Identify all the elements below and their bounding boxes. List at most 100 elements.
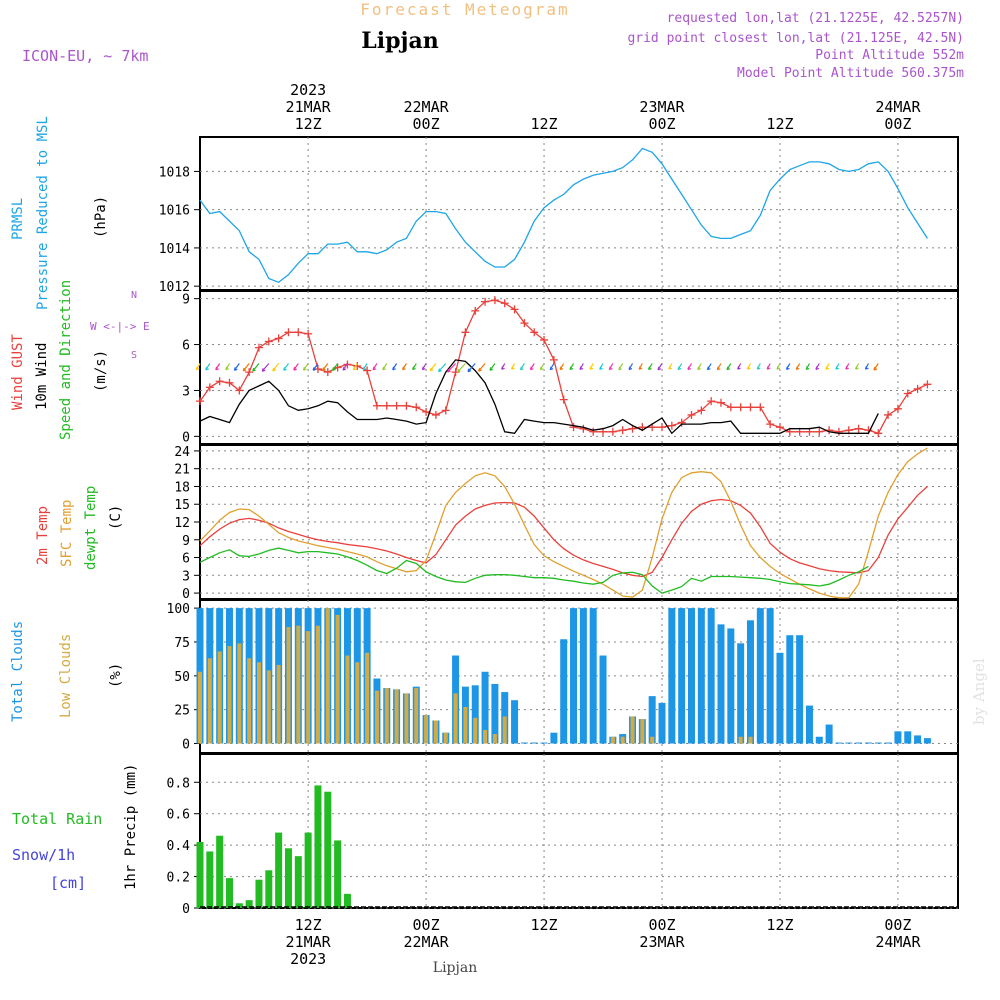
- wind-direction-arrow: [446, 363, 457, 373]
- low-cloud-bar: [424, 715, 429, 744]
- total-cloud-bar: [914, 735, 922, 744]
- y-tick-label: 50: [174, 670, 190, 685]
- total-cloud-bar: [471, 685, 479, 744]
- top-time-label: 22MAR: [404, 98, 450, 116]
- wind-direction-arrow: [785, 363, 791, 370]
- y-tick-label: 75: [174, 636, 190, 651]
- wind-direction-arrow: [467, 363, 476, 373]
- total-cloud-bar: [599, 655, 607, 744]
- gust-marker: [490, 296, 499, 305]
- top-time-label: 00Z: [648, 115, 675, 133]
- rain-bar: [235, 903, 243, 908]
- rain-bar: [334, 840, 342, 908]
- wind-rose-n: N: [131, 290, 137, 301]
- total-cloud-bar: [904, 731, 912, 744]
- wind-direction-arrow: [677, 363, 683, 371]
- wind-direction-arrow: [392, 363, 398, 371]
- rain-bar: [324, 791, 332, 908]
- wind-direction-arrow: [579, 363, 584, 371]
- y-tick-label: 25: [174, 704, 190, 719]
- snow-label: Snow/1h: [12, 846, 75, 864]
- credit-watermark: by Angel: [970, 658, 988, 725]
- gust-marker: [382, 401, 391, 410]
- gust-marker: [608, 427, 617, 436]
- wind-direction-arrow: [233, 363, 240, 371]
- bottom-time-label: 12Z: [295, 916, 322, 934]
- wind-direction-arrow: [510, 363, 516, 370]
- series-line-dewpt-temp: [199, 547, 869, 594]
- gust-marker: [736, 403, 745, 412]
- wind-direction-arrow: [402, 363, 407, 371]
- cm-label: [cm]: [50, 874, 86, 892]
- precip-panel: 0 0.2 0.4 0.6 0.8: [167, 753, 959, 917]
- model-name: ICON-EU, ~ 7km: [22, 47, 148, 65]
- wind-direction-arrow: [756, 363, 761, 370]
- low-cloud-bar: [640, 719, 645, 744]
- gust-marker: [903, 389, 912, 398]
- wind-direction-arrow: [795, 363, 801, 370]
- t2m-label: 2m Temp: [35, 506, 51, 565]
- gust-marker: [500, 299, 509, 308]
- wind-direction-arrow: [657, 363, 663, 371]
- point-altitude: Point Altitude 552m: [815, 48, 964, 63]
- low-cloud-bar: [620, 736, 625, 744]
- gust-marker: [775, 423, 784, 432]
- gust-marker: [559, 395, 568, 404]
- y-tick-label: 3: [182, 384, 190, 399]
- y-tick-label: 0.4: [167, 839, 191, 854]
- gust-marker: [274, 334, 283, 343]
- total-cloud-bar: [855, 742, 863, 744]
- wind-direction-arrow: [252, 363, 260, 372]
- gust-marker: [756, 403, 765, 412]
- wind-direction-arrow: [293, 363, 299, 371]
- low-cloud-bar: [650, 736, 655, 744]
- wind-direction-arrow: [412, 363, 417, 371]
- gust-marker: [618, 426, 627, 435]
- total-cloud-bar: [678, 608, 686, 744]
- low-cloud-bar: [610, 736, 615, 744]
- wind-direction-arrow: [697, 363, 702, 371]
- y-tick-label: 1014: [159, 242, 190, 257]
- gust-marker: [893, 404, 902, 413]
- wind-direction-arrow: [272, 363, 280, 372]
- total-cloud-bar: [707, 608, 715, 744]
- wind-direction-arrow: [559, 363, 565, 371]
- wind-direction-arrow: [501, 363, 506, 370]
- low-cloud-bar: [374, 690, 379, 744]
- y-tick-label: 15: [174, 498, 190, 513]
- temp-labels: 2m Temp SFC Temp dewpt Temp (C): [35, 486, 124, 570]
- total-cloud-bar: [540, 742, 548, 744]
- low-cloud-bar: [345, 655, 350, 744]
- low-cloud-bar: [384, 688, 389, 744]
- gust-marker: [884, 410, 893, 419]
- wind-direction-arrow: [746, 363, 752, 370]
- y-tick-label: 6: [182, 339, 190, 354]
- wind-direction-arrow: [599, 363, 604, 370]
- wind-direction-arrow: [312, 363, 319, 371]
- low-cloud-bar: [256, 662, 261, 744]
- total-cloud-bar: [766, 608, 774, 744]
- wind-direction-arrow: [478, 363, 486, 372]
- y-tick-label: 0.2: [167, 871, 190, 886]
- rain-bar: [343, 893, 351, 908]
- gust-marker: [284, 328, 293, 337]
- y-tick-label: 24: [174, 445, 190, 460]
- gust-marker: [196, 397, 204, 406]
- bottom-time-label: 00Z: [413, 916, 440, 934]
- rain-bar: [314, 785, 322, 908]
- low-cloud-bar: [207, 658, 212, 744]
- rain-bar: [225, 878, 233, 908]
- precip-axis-label: 1hr Precip (mm): [123, 764, 139, 890]
- total-cloud-bar: [746, 620, 754, 744]
- low-cloud-bar: [502, 716, 507, 744]
- product-title: Forecast Meteogram: [360, 0, 569, 19]
- total-cloud-bar: [805, 705, 813, 744]
- gust-marker: [766, 420, 775, 429]
- top-time-label: 23MAR: [639, 98, 685, 116]
- wind-direction-arrow: [539, 363, 545, 371]
- wind-direction-arrow: [519, 363, 525, 371]
- low-cloud-bar: [266, 670, 271, 744]
- bottom-time-label: 2023: [290, 950, 326, 968]
- wind-direction-arrow: [302, 363, 309, 371]
